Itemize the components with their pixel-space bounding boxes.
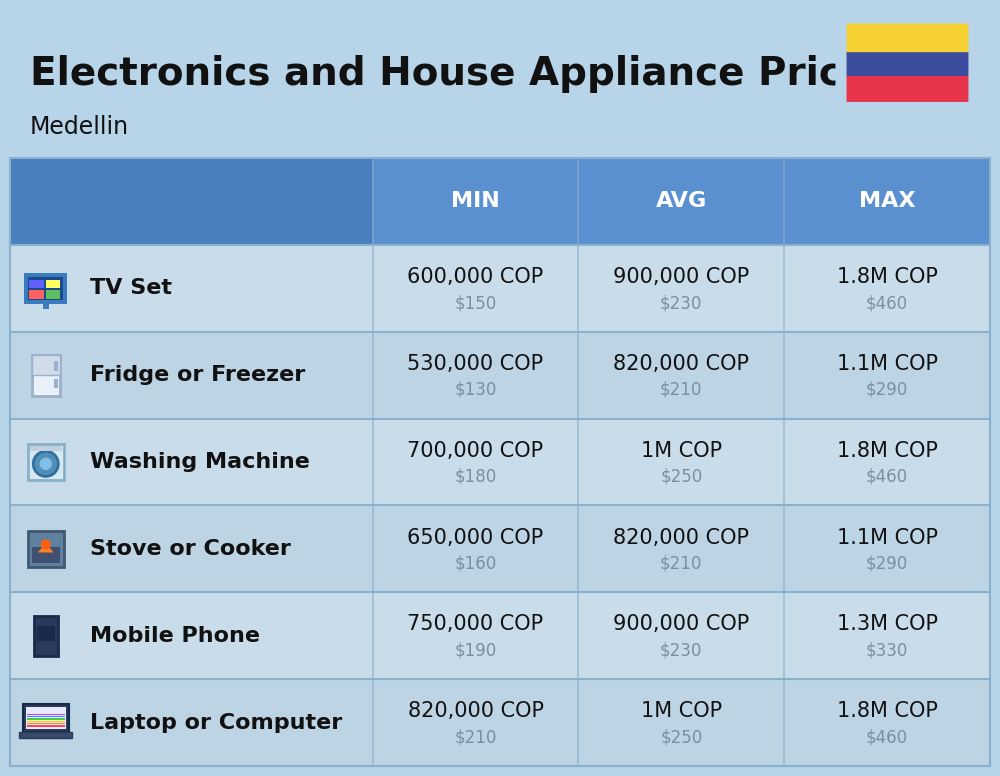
FancyBboxPatch shape — [842, 73, 973, 106]
Bar — [46, 279, 60, 289]
Bar — [845, 49, 970, 76]
Text: 650,000 COP: 650,000 COP — [407, 528, 544, 548]
Text: Fridge or Freezer: Fridge or Freezer — [90, 365, 305, 385]
Text: $460: $460 — [866, 468, 908, 486]
Text: 820,000 COP: 820,000 COP — [408, 702, 544, 721]
Bar — [29, 279, 44, 289]
Text: 1.3M COP: 1.3M COP — [837, 615, 938, 635]
Text: AVG: AVG — [656, 192, 707, 211]
Text: Stove or Cooker: Stove or Cooker — [90, 539, 290, 559]
Text: $460: $460 — [866, 729, 908, 747]
FancyBboxPatch shape — [842, 19, 973, 52]
Bar — [23, 704, 69, 732]
Text: $230: $230 — [660, 294, 702, 312]
Bar — [845, 22, 970, 49]
Bar — [28, 276, 63, 300]
Bar — [10, 592, 990, 679]
Bar — [54, 379, 58, 387]
Text: $230: $230 — [660, 642, 702, 660]
Bar — [28, 531, 64, 567]
Bar — [32, 355, 60, 396]
Text: 1M COP: 1M COP — [641, 702, 722, 721]
Bar — [32, 355, 60, 375]
Text: 750,000 COP: 750,000 COP — [407, 615, 544, 635]
Circle shape — [39, 456, 53, 471]
Text: MAX: MAX — [859, 192, 915, 211]
Text: 1.1M COP: 1.1M COP — [837, 528, 938, 548]
Text: $330: $330 — [866, 642, 908, 660]
Text: 900,000 COP: 900,000 COP — [613, 267, 749, 287]
Bar — [10, 679, 990, 766]
Bar — [29, 290, 44, 299]
Bar — [27, 723, 65, 724]
Text: 600,000 COP: 600,000 COP — [407, 267, 544, 287]
Bar — [10, 418, 990, 505]
Bar — [845, 76, 970, 103]
Bar — [10, 331, 990, 418]
Bar — [43, 304, 49, 309]
Text: 1M COP: 1M COP — [641, 441, 722, 461]
Text: 700,000 COP: 700,000 COP — [407, 441, 544, 461]
Text: 1.8M COP: 1.8M COP — [837, 267, 938, 287]
Text: 820,000 COP: 820,000 COP — [613, 354, 749, 374]
Circle shape — [41, 539, 51, 549]
Text: $250: $250 — [660, 729, 702, 747]
Text: Laptop or Computer: Laptop or Computer — [90, 712, 342, 733]
Text: 530,000 COP: 530,000 COP — [407, 354, 544, 374]
Bar — [54, 361, 58, 371]
Text: $160: $160 — [454, 555, 497, 573]
Text: Washing Machine: Washing Machine — [90, 452, 309, 472]
Bar — [10, 505, 990, 592]
Bar — [34, 616, 58, 656]
Text: $150: $150 — [454, 294, 497, 312]
Text: MIN: MIN — [451, 192, 500, 211]
Bar — [26, 706, 66, 729]
Text: $250: $250 — [660, 468, 702, 486]
Text: 1.8M COP: 1.8M COP — [837, 702, 938, 721]
Text: $210: $210 — [454, 729, 497, 747]
Text: $190: $190 — [454, 642, 497, 660]
Bar — [27, 716, 65, 717]
Polygon shape — [38, 543, 54, 553]
Bar — [578, 158, 784, 245]
Text: $290: $290 — [866, 381, 908, 399]
Text: 1.8M COP: 1.8M COP — [837, 441, 938, 461]
Bar — [37, 626, 55, 640]
Bar — [784, 158, 990, 245]
Text: $290: $290 — [866, 555, 908, 573]
Text: 900,000 COP: 900,000 COP — [613, 615, 749, 635]
Bar — [24, 272, 67, 304]
Bar — [19, 732, 72, 737]
Bar — [32, 546, 60, 563]
Text: Mobile Phone: Mobile Phone — [90, 625, 260, 646]
Bar — [373, 158, 578, 245]
Text: 1.1M COP: 1.1M COP — [837, 354, 938, 374]
Bar — [30, 445, 62, 451]
Bar — [27, 714, 65, 715]
Bar — [46, 290, 60, 299]
Text: $210: $210 — [660, 381, 702, 399]
Text: 820,000 COP: 820,000 COP — [613, 528, 749, 548]
Text: $130: $130 — [454, 381, 497, 399]
Text: Electronics and House Appliance Prices: Electronics and House Appliance Prices — [30, 55, 891, 93]
Text: Medellin: Medellin — [30, 115, 129, 139]
Text: $460: $460 — [866, 294, 908, 312]
Text: TV Set: TV Set — [90, 279, 172, 298]
Circle shape — [33, 452, 58, 476]
Text: $180: $180 — [454, 468, 497, 486]
Bar — [10, 158, 373, 245]
Bar — [28, 444, 64, 480]
Bar — [10, 245, 990, 331]
Text: $210: $210 — [660, 555, 702, 573]
Bar — [27, 721, 65, 722]
Bar — [845, 49, 970, 76]
